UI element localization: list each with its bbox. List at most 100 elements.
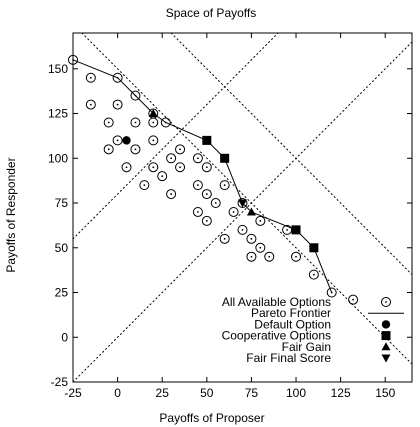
x-tick-label: 100 <box>286 386 306 400</box>
y-tick-label: 50 <box>55 241 69 255</box>
all-available-options-point <box>326 287 337 298</box>
point-dot <box>259 220 262 222</box>
point-ring <box>219 233 230 244</box>
point-dot <box>134 148 137 151</box>
x-tick-label: -25 <box>64 386 82 400</box>
point-ring <box>112 99 123 110</box>
point-dot <box>116 103 119 106</box>
all-available-options-point <box>148 162 159 173</box>
point-ring <box>175 162 186 173</box>
point-dot <box>179 148 181 151</box>
cooperative-options-point <box>309 243 319 253</box>
point-dot <box>170 193 173 195</box>
point-ring <box>246 233 257 244</box>
point-ring <box>291 251 302 262</box>
point-dot <box>134 121 137 124</box>
point-ring <box>148 162 159 173</box>
all-available-options-point <box>157 171 168 182</box>
all-available-options-point <box>255 215 266 226</box>
y-tick-label: 150 <box>48 62 68 76</box>
all-available-options-point <box>192 206 203 217</box>
all-available-options-point <box>246 251 257 262</box>
point-ring <box>255 215 266 226</box>
point-dot <box>89 76 92 79</box>
all-available-options-point <box>85 99 96 110</box>
point-dot <box>232 211 235 213</box>
all-available-options-point <box>103 117 114 128</box>
point-dot <box>164 121 167 124</box>
x-tick-label: 25 <box>156 386 170 400</box>
x-tick-label: 75 <box>245 386 259 400</box>
all-available-options-point <box>160 117 171 128</box>
x-tick-label: 150 <box>375 386 395 400</box>
point-ring <box>157 171 168 182</box>
all-available-options-point <box>112 72 123 83</box>
point-dot <box>214 202 217 204</box>
fair-final-score-point <box>238 199 247 208</box>
point-dot <box>161 175 164 178</box>
point-ring <box>201 189 212 200</box>
point-ring <box>112 135 123 146</box>
all-available-options-point <box>166 153 177 164</box>
legend-label-all-available-options: All Available Options <box>222 295 331 309</box>
x-axis-title: Payoffs of Proposer <box>159 411 264 425</box>
all-available-options-point <box>264 251 275 262</box>
point-ring <box>308 269 319 280</box>
point-dot <box>89 103 92 106</box>
all-available-options-point <box>130 90 141 101</box>
point-ring <box>246 251 257 262</box>
axis-ticks: -25 0 25 50 75 100 125 150 -25 0 25 50 75 100 125 150 <box>48 33 412 400</box>
point-ring <box>201 215 212 226</box>
legend-symbol-all-available-options <box>381 297 391 307</box>
legend-label-default-option: Default Option <box>254 317 331 331</box>
point-ring <box>130 90 141 101</box>
all-available-options-point <box>192 180 203 191</box>
point-ring <box>201 162 212 173</box>
point-dot <box>352 298 355 301</box>
plot-frame <box>72 32 413 383</box>
legend-symbol-cooperative-options <box>381 331 391 341</box>
point-ring <box>219 180 230 191</box>
point-dot <box>259 246 262 249</box>
point-dot <box>107 121 110 124</box>
point-ring <box>148 117 159 128</box>
point-ring <box>121 162 132 173</box>
point-ring <box>130 117 141 128</box>
point-dot <box>205 220 208 222</box>
legend-symbol-default-option <box>381 320 391 329</box>
all-available-options-point <box>308 269 319 280</box>
all-available-options-point <box>201 189 212 200</box>
all-available-options-point <box>166 189 177 200</box>
point-ring <box>148 135 159 146</box>
fair-gain-point <box>148 109 158 118</box>
legend-label-fair-final-score: Fair Final Score <box>246 351 331 365</box>
x-tick-label: 0 <box>114 386 121 400</box>
point-ring <box>192 206 203 217</box>
point-ring <box>210 198 221 209</box>
all-available-options-point <box>112 135 123 146</box>
legend-label-pareto-frontier: Pareto Frontier <box>251 306 331 320</box>
point-ring <box>192 153 203 164</box>
all-available-options-point <box>85 72 96 83</box>
all-available-options-point <box>130 117 141 128</box>
cooperative-options-point <box>291 225 301 235</box>
legend-symbol-fair-gain <box>381 342 391 351</box>
pareto-frontier-polyline <box>72 59 333 293</box>
x-tick-label: 125 <box>331 386 351 400</box>
point-ring <box>166 153 177 164</box>
all-available-options-point <box>192 153 203 164</box>
all-available-options-point <box>175 162 186 173</box>
point-dot <box>196 184 199 187</box>
all-available-options-point <box>219 180 230 191</box>
point-dot <box>196 211 199 213</box>
point-dot <box>107 148 110 151</box>
all-available-options-point <box>139 180 150 191</box>
data-markers <box>68 54 359 305</box>
point-ring <box>139 180 150 191</box>
point-ring <box>166 189 177 200</box>
point-dot <box>152 121 155 124</box>
point-ring <box>192 180 203 191</box>
point-ring <box>348 294 359 305</box>
